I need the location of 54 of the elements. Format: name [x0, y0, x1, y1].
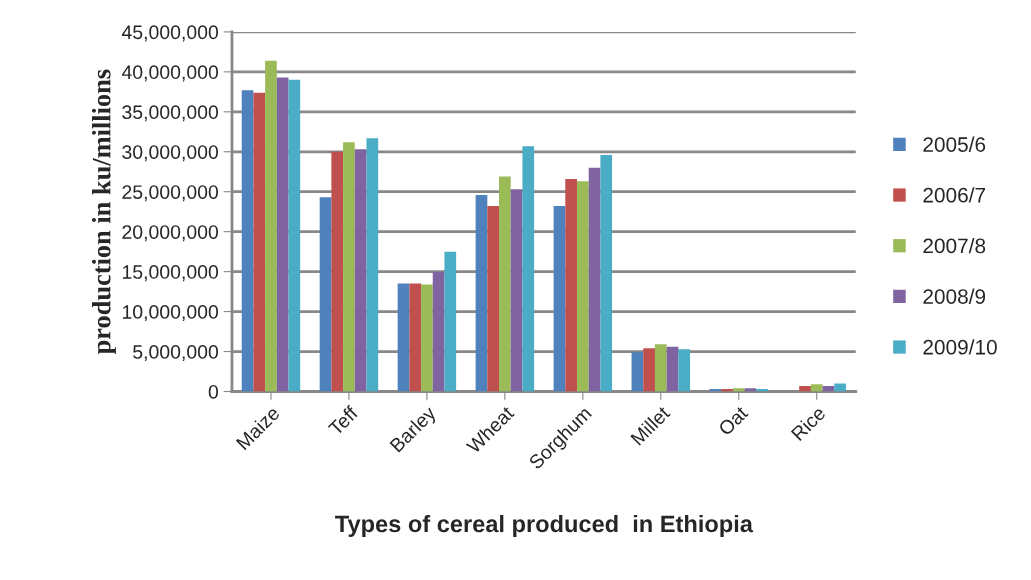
bar [732, 388, 745, 392]
bar [643, 348, 655, 392]
x-axis-title: Types of cereal produced in Ethiopia [335, 514, 754, 537]
bar [600, 154, 613, 392]
x-tick-label: Oat [717, 405, 749, 437]
bar [666, 346, 679, 392]
y-tick-label: 45,000,000 [121, 25, 219, 42]
bar [319, 197, 332, 392]
bar [421, 284, 433, 392]
bar [331, 151, 344, 392]
bar [444, 251, 457, 392]
x-tick-label: Rice [790, 405, 827, 442]
y-tick-label: 20,000,000 [122, 225, 219, 242]
bar [553, 206, 566, 392]
legend-label: 2009/10 [923, 339, 997, 355]
y-tick-label: 30,000,000 [122, 145, 219, 162]
bar [678, 349, 691, 392]
legend-label: 2005/6 [923, 136, 986, 152]
y-axis-title: production in ku/millions [91, 69, 116, 355]
bar [799, 385, 811, 392]
bar [253, 92, 266, 392]
bar [834, 383, 846, 392]
bar [522, 146, 535, 392]
bar [409, 283, 422, 392]
bar [276, 77, 289, 392]
bar [565, 178, 577, 392]
y-tick-label: 35,000,000 [122, 105, 219, 122]
bar [397, 283, 410, 392]
legend-label: 2007/8 [923, 237, 986, 254]
y-tick-label: 40,000,000 [121, 65, 219, 82]
legend-label: 2006/7 [923, 187, 986, 203]
bar [475, 194, 488, 392]
bar [366, 138, 379, 392]
y-tick-label: 5,000,000 [133, 345, 219, 362]
bar [631, 352, 644, 392]
legend-label: 2008/9 [923, 288, 986, 304]
bar [288, 79, 301, 392]
x-tick-label: Teff [327, 404, 360, 437]
bar [354, 149, 367, 392]
y-tick-label: 15,000,000 [122, 265, 219, 282]
bar [432, 271, 445, 392]
bar [343, 142, 355, 392]
bar [499, 176, 511, 392]
bar [810, 384, 823, 392]
bar [241, 90, 254, 392]
bar [588, 167, 601, 392]
bar [265, 60, 277, 392]
y-tick-label: 25,000,000 [122, 185, 219, 202]
bar [510, 189, 523, 392]
y-tick-label: 10,000,000 [122, 305, 219, 322]
bar [487, 206, 500, 392]
y-tick-label: 0 [208, 384, 219, 399]
bar [576, 181, 589, 392]
bar [654, 344, 667, 392]
